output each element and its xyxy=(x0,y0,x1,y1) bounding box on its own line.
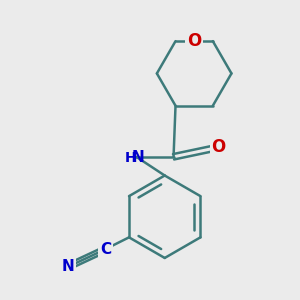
Text: N: N xyxy=(132,150,145,165)
Text: O: O xyxy=(212,138,226,156)
Text: C: C xyxy=(100,242,111,256)
Text: N: N xyxy=(62,259,74,274)
Text: O: O xyxy=(187,32,201,50)
Text: H: H xyxy=(124,151,136,165)
